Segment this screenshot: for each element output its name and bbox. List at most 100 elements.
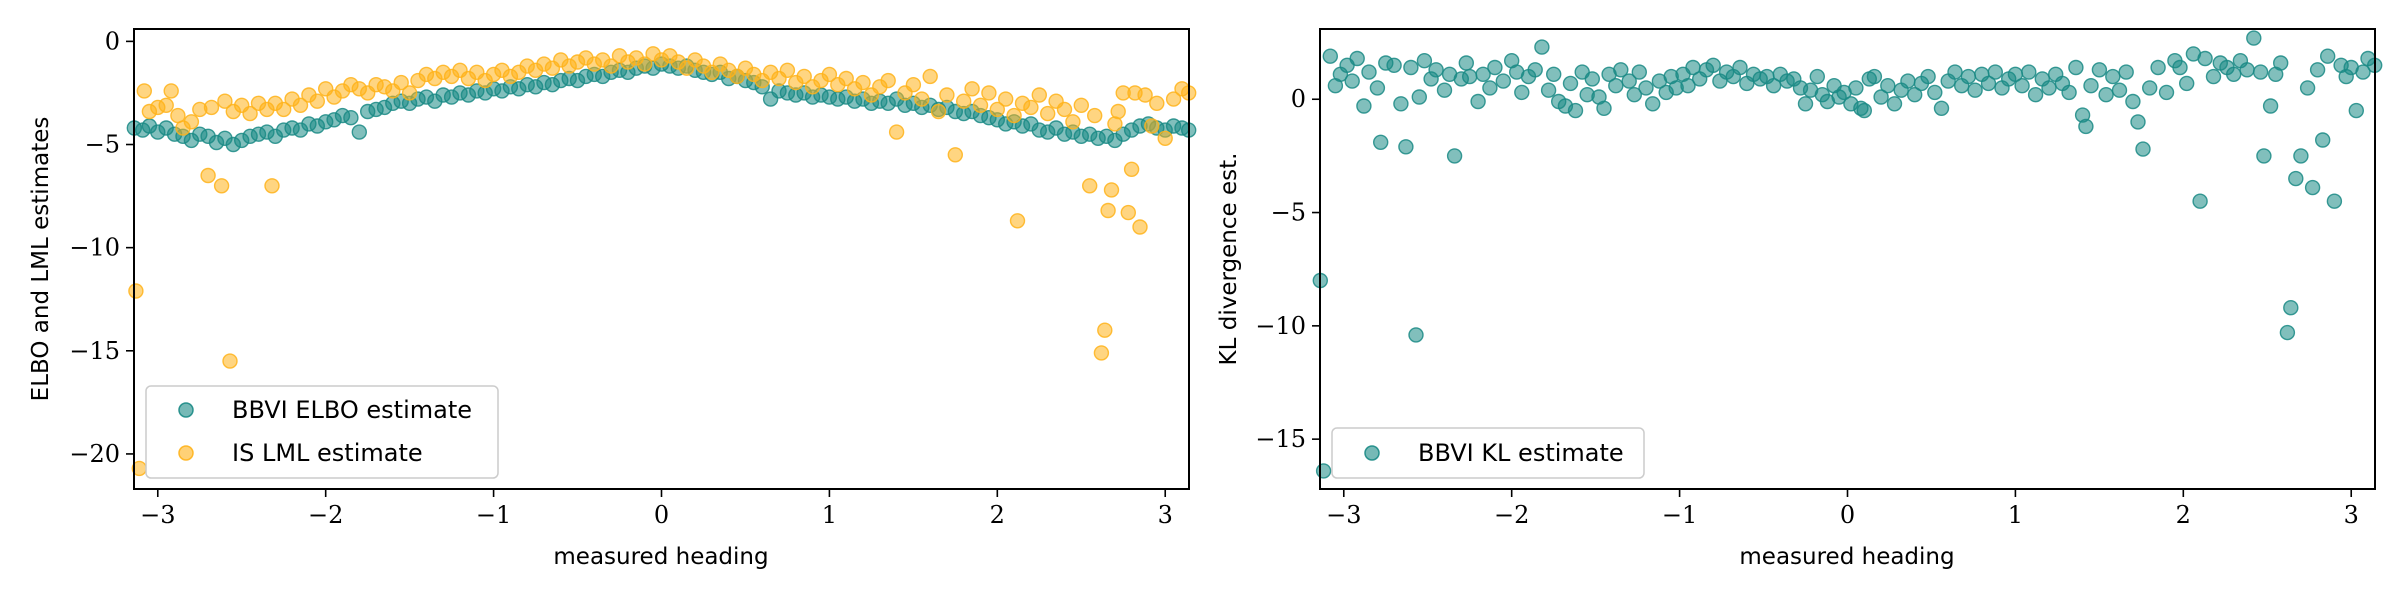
panel-2-x-ticks: −3 −2 −1 0 1 2 3 [1326, 489, 2359, 529]
panel-2-series-0-point-51 [1608, 77, 1624, 94]
panel-2-series-0-point-10 [1369, 80, 1386, 96]
panel-1-series-1-point-127 [1110, 103, 1126, 120]
panel-2-x-tick-label-1: −2 [1494, 501, 1529, 529]
panel-1-series-1-point-104 [956, 93, 972, 109]
panel-1-series-1-point-135 [1149, 95, 1165, 112]
panel-1-series-1-point-122 [1093, 345, 1110, 361]
panel-2-series-0-point-153 [2256, 148, 2272, 164]
panel-2-series-0-point-1 [1315, 463, 1332, 479]
panel-1-legend: BBVI ELBO estimate IS LML estimate [145, 385, 499, 479]
panel-1-series-1-point-14 [217, 93, 233, 109]
panel-1-series-1-point-134 [1144, 118, 1160, 134]
panel-1-series-1-point-120 [1081, 178, 1098, 194]
panel-2-series-0-point-27 [1461, 68, 1478, 85]
panel-1-series-1-point-15 [222, 353, 238, 369]
panel-2-series-0-point-71 [1732, 59, 1748, 76]
panel-2-series-0-point-135 [2135, 141, 2151, 157]
panel-2-series-0-point-35 [1514, 84, 1530, 101]
panel-1-series-1-point-108 [989, 101, 1005, 118]
panel-2-series-0-point-163 [2309, 62, 2326, 78]
panel-1-series-0-point-27 [351, 124, 367, 140]
panel-1-series-1-point-117 [1056, 101, 1073, 118]
panel-2-series-0-point-57 [1644, 96, 1661, 112]
panel-1-series-1-point-129 [1120, 204, 1137, 221]
panel-1-plot-area [126, 46, 1197, 477]
panel-1-y-tick-label-0: 0 [105, 27, 120, 55]
panel-2-series-0-point-134 [2130, 114, 2146, 130]
panel-2-series-0-point-117 [2021, 64, 2037, 80]
panel-2-series-0-point-53 [1621, 73, 1637, 89]
panel-2-series-0-point-2 [1322, 48, 1339, 64]
panel-2-legend-marker-kl [1364, 445, 1380, 461]
panel-2-x-tick-label-2: −1 [1662, 501, 1697, 529]
panel-2-series-0-point-127 [2083, 77, 2099, 94]
panel-1-x-tick-label-4: 1 [822, 501, 837, 529]
panel-2-series-0-point-99 [1900, 73, 1916, 89]
panel-2-y-tick-label-0: 0 [1291, 85, 1306, 113]
panel-2-series-0-point-170 [2348, 102, 2365, 119]
panel-1-series-1-point-101 [930, 103, 947, 120]
panel-2-series-0-point-16 [1403, 59, 1419, 76]
panel-2-series-0-point-40 [1545, 66, 1562, 83]
panel-1-series-1-point-12 [203, 99, 220, 116]
panel-1-series-1-point-118 [1065, 114, 1081, 130]
panel-2-series-0-point-131 [2111, 82, 2128, 98]
panel-1-series-1-point-5 [158, 97, 174, 114]
panel-1-legend-label-lml: IS LML estimate [232, 439, 423, 467]
panel-2-legend-label-kl: BBVI KL estimate [1418, 439, 1624, 467]
panel-2-series-0-point-138 [2158, 84, 2175, 101]
panel-1-series-1-point-9 [183, 114, 200, 130]
panel-1-series-1-point-88 [821, 66, 838, 83]
panel-1-series-1-point-114 [1031, 87, 1048, 103]
panel-1-series-1-point-90 [838, 70, 854, 87]
panel-1-series-0-point-26 [343, 109, 359, 126]
panel-2-series-0-point-124 [2068, 59, 2084, 76]
panel-2-series-0-point-96 [1880, 77, 1896, 94]
panel-2-series-0-point-154 [2262, 98, 2279, 114]
panel-2-series-0-point-14 [1393, 96, 1409, 112]
panel-2-series-0-point-133 [2125, 93, 2141, 110]
panel-2-legend: BBVI KL estimate [1331, 427, 1645, 479]
panel-1-y-tick-label-3: −15 [69, 337, 120, 365]
panel-2-x-tick-label-5: 2 [2176, 501, 2191, 529]
panel-2-series-0-point-111 [1980, 75, 1997, 92]
panel-1-legend-box [145, 385, 499, 479]
panel-1-series-1-point-27 [309, 93, 325, 109]
panel-1-series-1-point-109 [998, 91, 1014, 107]
panel-2-series-0-point-52 [1613, 62, 1629, 78]
panel-2-x-tick-label-3: 0 [1840, 501, 1855, 529]
panel-2-y-tick-label-2: −10 [1255, 312, 1306, 340]
panel-2-series-0-point-18 [1411, 89, 1428, 105]
panel-1-series-1-point-62 [603, 58, 619, 74]
panel-1-series-1-point-38 [401, 85, 418, 101]
panel-2-y-axis-label: KL divergence est. [1216, 153, 1242, 366]
panel-2-series-0-point-26 [1458, 55, 1475, 71]
panel-2-series-0-point-47 [1584, 71, 1601, 87]
panel-2-series-0-point-38 [1534, 39, 1550, 55]
panel-2-series-0-point-116 [2014, 77, 2030, 94]
panel-2-series-0-point-13 [1386, 57, 1402, 74]
panel-2-series-0-point-7 [1349, 50, 1365, 67]
panel-1-series-1-point-132 [1132, 219, 1148, 235]
panel-1-series-1-point-110 [1006, 107, 1022, 124]
panel-2-series-0-point-118 [2027, 86, 2044, 103]
panel-2-plot-area [1312, 30, 2383, 479]
panel-1-series-1-point-119 [1073, 97, 1090, 114]
panel-1-series-1-point-115 [1039, 105, 1056, 122]
panel-2-x-axis-label: measured heading [1739, 544, 1954, 570]
panel-2-series-0-point-97 [1886, 96, 1903, 112]
panel-2-series-0-point-90 [1848, 80, 1864, 96]
panel-1-series-1-point-25 [292, 97, 309, 114]
panel-1-series-1-point-11 [200, 167, 216, 184]
panel-2-series-0-point-17 [1408, 327, 1424, 343]
panel-2-series-0-point-137 [2150, 59, 2166, 76]
panel-2-series-0-point-162 [2304, 179, 2321, 196]
panel-2-series-0-point-43 [1562, 75, 1579, 92]
panel-2-series-0-point-120 [2041, 80, 2057, 96]
panel-2-series-0-point-136 [2141, 80, 2158, 96]
panel-2-series-0-point-83 [1809, 68, 1826, 85]
panel-2-series-0-point-49 [1596, 100, 1612, 117]
panel-1-x-tick-label-3: 0 [654, 501, 669, 529]
panel-2-series-0-point-166 [2326, 193, 2343, 209]
